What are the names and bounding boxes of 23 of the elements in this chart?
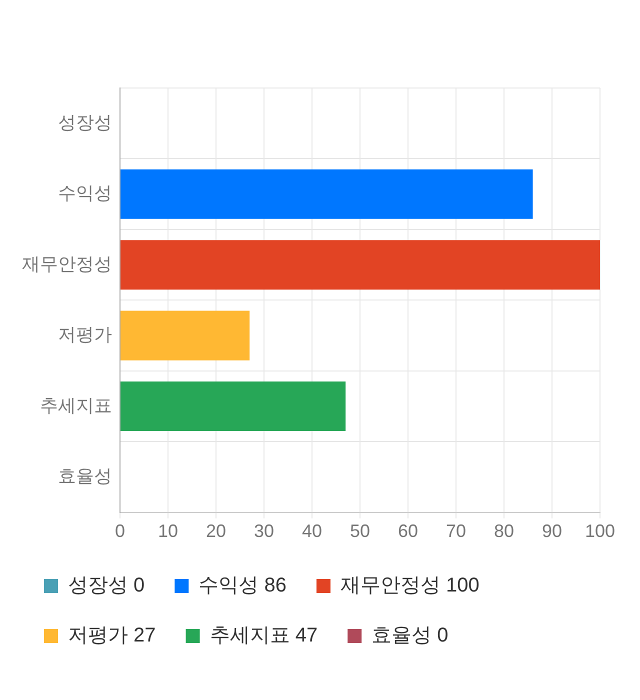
x-tick-label: 30 [254,521,274,542]
x-tick-label: 70 [446,521,466,542]
y-tick-label: 성장성 [58,112,112,132]
x-tick-label: 90 [542,521,562,542]
y-tick-label: 수익성 [58,183,112,204]
legend-label: 효율성 0 [372,624,448,647]
legend-label: 저평가 27 [68,624,156,647]
x-tick-label: 60 [398,521,418,542]
legend-label: 성장성 0 [68,574,145,597]
legend-label: 추세지표 47 [210,624,318,647]
x-tick-label: 100 [584,521,616,542]
y-tick-label: 효율성 [58,466,112,486]
legend-label: 재무안정성 100 [340,574,480,597]
y-tick-label: 저평가 [58,324,112,345]
x-tick-label: 20 [206,521,226,542]
x-tick-label: 0 [114,521,126,542]
x-tick-label: 40 [302,521,322,542]
y-tick-label: 추세지표 [40,395,112,416]
x-tick-label: 10 [158,521,178,542]
x-tick-label: 50 [350,521,370,542]
x-tick-label: 80 [494,521,514,542]
legend-label: 수익성 86 [198,574,286,597]
y-tick-label: 재무안정성 [22,254,112,274]
